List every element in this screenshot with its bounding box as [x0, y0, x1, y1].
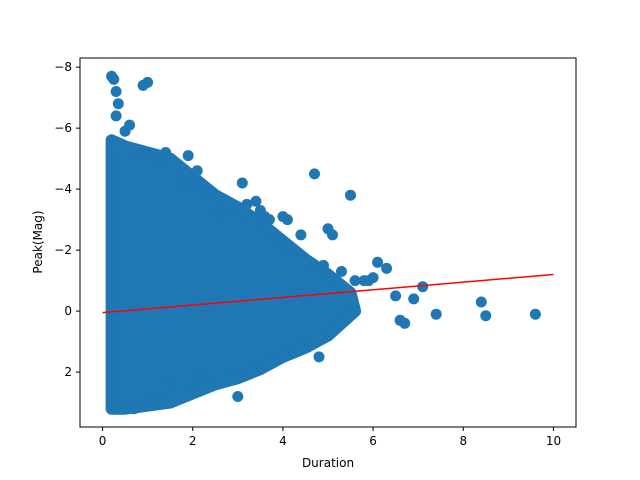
data-point: [164, 375, 176, 387]
data-point: [196, 369, 208, 381]
data-point: [182, 150, 194, 162]
data-point: [128, 403, 140, 415]
data-point: [205, 186, 217, 198]
data-point: [142, 76, 154, 88]
data-point: [110, 110, 122, 122]
data-point: [160, 147, 172, 158]
data-point: [529, 308, 541, 320]
x-tick-label: 6: [369, 434, 377, 448]
data-point: [345, 189, 356, 201]
trend-line: [102, 273, 554, 314]
data-point: [112, 98, 124, 110]
data-point: [349, 275, 361, 287]
data-point: [286, 244, 298, 256]
y-axis: −8 −6 −4 −2 0 2: [54, 60, 80, 379]
data-point: [119, 125, 131, 137]
data-point: [151, 153, 163, 165]
data-point: [430, 308, 442, 320]
x-tick-label: 2: [189, 434, 197, 448]
data-point: [241, 198, 253, 210]
data-point: [480, 310, 492, 322]
y-tick-label: 2: [64, 365, 72, 379]
data-point: [313, 351, 325, 363]
data-point: [408, 293, 420, 305]
data-point: [108, 73, 120, 85]
data-point: [390, 290, 402, 302]
y-tick-label: −4: [54, 182, 72, 196]
data-point: [259, 211, 271, 223]
data-point: [372, 256, 384, 268]
data-point: [142, 400, 154, 412]
data-point: [327, 229, 338, 241]
data-point: [417, 281, 429, 293]
data-point: [272, 235, 284, 247]
y-tick-label: −6: [54, 121, 72, 135]
y-tick-label: 0: [64, 304, 72, 318]
data-point: [214, 208, 226, 219]
data-point: [110, 86, 122, 97]
y-tick-label: −2: [54, 243, 72, 257]
x-tick-label: 0: [99, 434, 107, 448]
x-tick-label: 4: [279, 434, 287, 448]
data-point: [250, 195, 262, 207]
trend-line-layer: [102, 273, 554, 314]
y-tick-label: −8: [54, 60, 72, 74]
x-axis: 0 2 4 6 8 10: [99, 427, 561, 448]
data-point: [381, 262, 393, 274]
data-point: [475, 296, 487, 308]
data-point: [232, 391, 244, 402]
data-point: [309, 168, 320, 180]
data-point: [178, 177, 190, 189]
x-tick-label: 8: [459, 434, 467, 448]
data-point: [281, 214, 293, 226]
data-points: [106, 70, 541, 415]
x-axis-label: Duration: [302, 456, 354, 470]
plot-area-frame: [79, 57, 577, 428]
data-point: [236, 177, 248, 189]
data-point: [318, 259, 329, 271]
data-point: [187, 174, 199, 186]
data-point: [336, 266, 347, 277]
x-tick-label: 10: [546, 434, 561, 448]
data-point: [191, 165, 203, 177]
data-point: [399, 317, 411, 329]
data-point: [295, 229, 307, 241]
data-point: [367, 272, 379, 284]
y-axis-label: Peak(Mag): [31, 210, 45, 273]
